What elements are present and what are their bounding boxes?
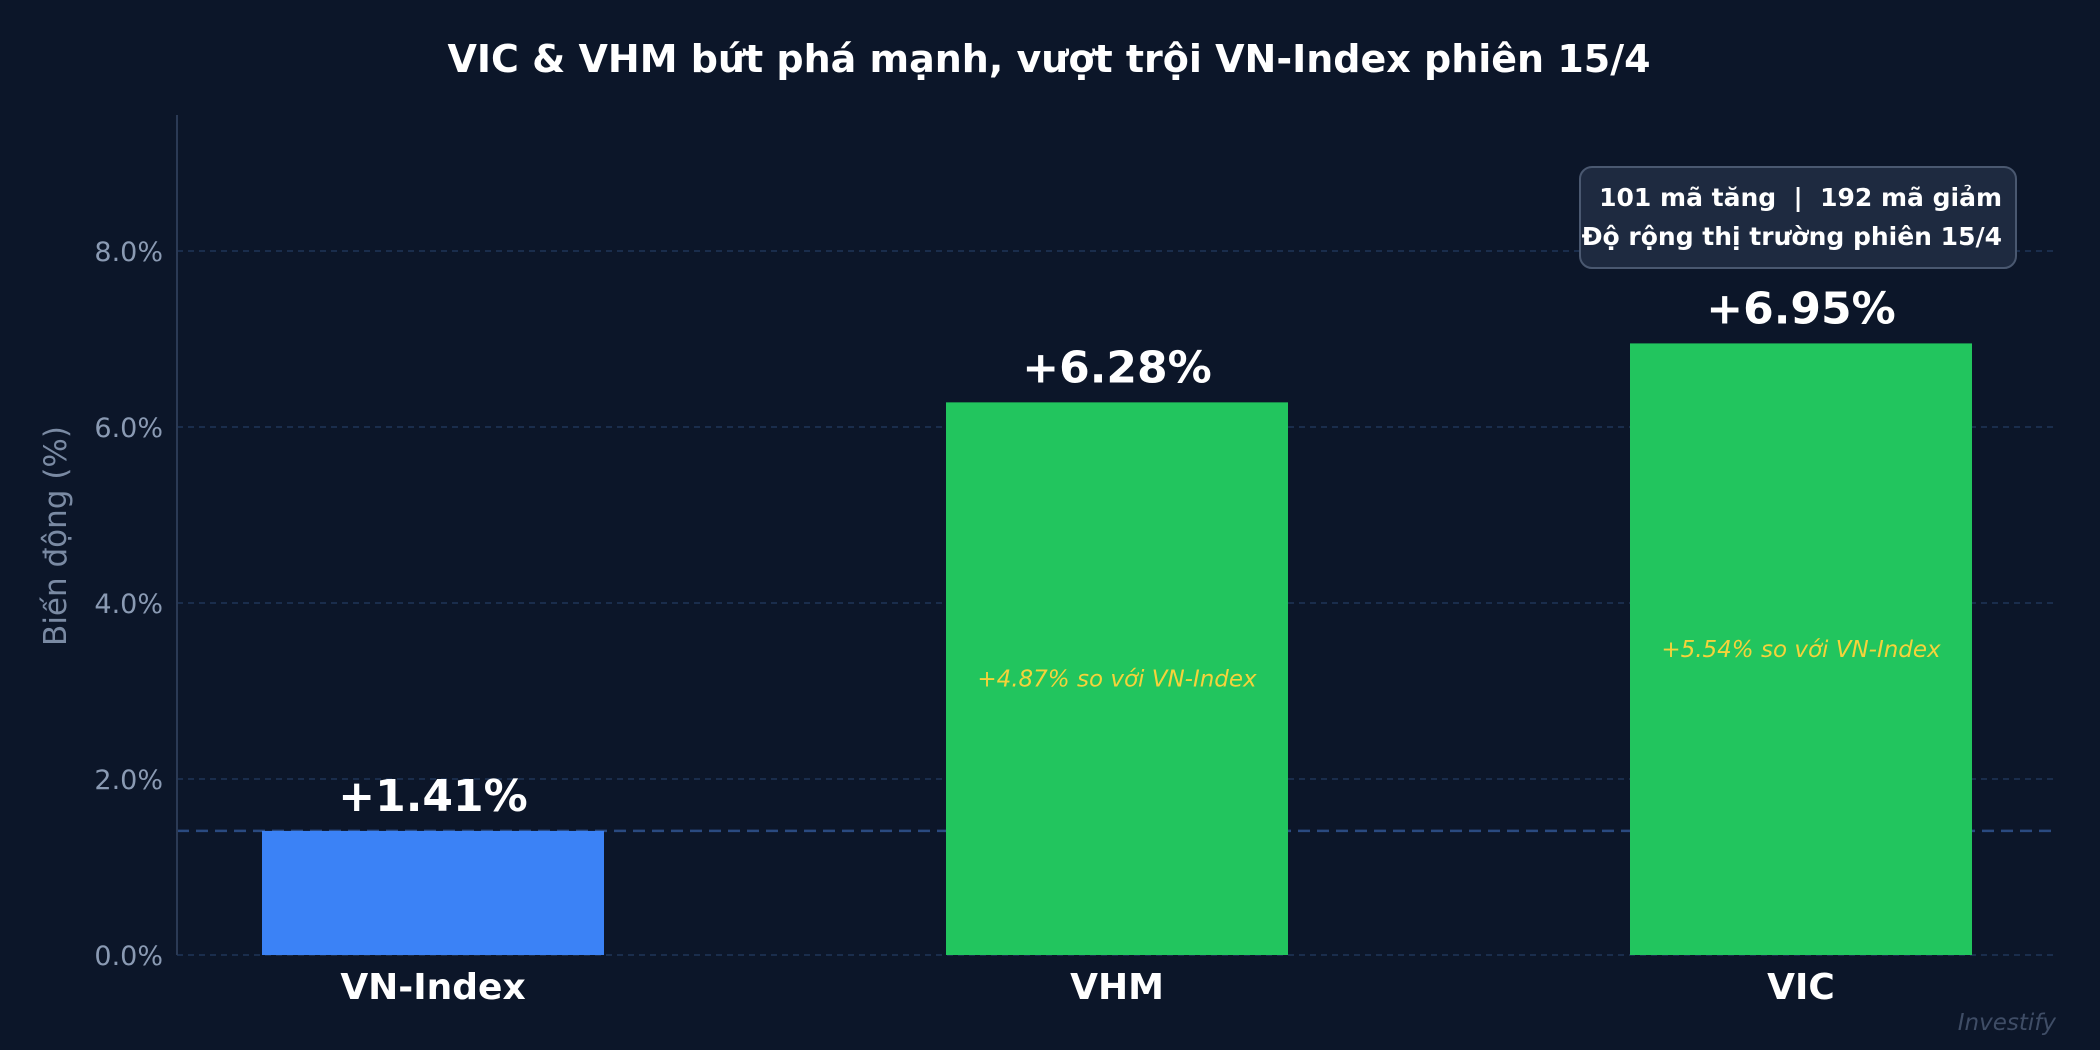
y-tick-label: 6.0% <box>94 413 163 444</box>
info-box-line-2: Độ rộng thị trường phiên 15/4 <box>1582 222 2002 251</box>
x-tick-label: VIC <box>1767 967 1835 1008</box>
bars: +1.41% +6.28% +4.87% so với VN-Index +6.95%… <box>262 283 1972 955</box>
y-axis-label: Biến động (%) <box>38 426 74 646</box>
info-box: 101 mã tăng | 192 mã giảm Độ rộng thị tr… <box>1579 166 2017 269</box>
bar-vhm <box>946 402 1288 955</box>
value-label: +6.95% <box>1706 283 1896 334</box>
info-box-line-1: 101 mã tăng | 192 mã giảm <box>1599 183 2002 212</box>
x-tick-label: VN-Index <box>340 967 525 1008</box>
y-tick-label: 4.0% <box>94 589 163 620</box>
comparison-label: +4.87% so với VN-Index <box>977 667 1257 693</box>
bar-vic <box>1630 343 1972 955</box>
info-box-background <box>1579 166 2017 269</box>
value-label: +6.28% <box>1022 342 1212 393</box>
value-label: +1.41% <box>338 771 528 822</box>
x-tick-labels: VN-Index VHM VIC <box>340 967 1835 1008</box>
y-tick-labels: 0.0% 2.0% 4.0% 6.0% 8.0% <box>94 237 163 972</box>
y-tick-label: 2.0% <box>94 765 163 796</box>
x-tick-label: VHM <box>1070 967 1164 1008</box>
bar-vn-index <box>262 830 604 955</box>
chart-title: VIC & VHM bứt phá mạnh, vượt trội VN-Ind… <box>447 37 1650 81</box>
comparison-label: +5.54% so với VN-Index <box>1661 637 1941 663</box>
y-tick-label: 8.0% <box>94 237 163 268</box>
watermark: Investify <box>1958 1010 2057 1036</box>
y-tick-label: 0.0% <box>94 941 163 972</box>
